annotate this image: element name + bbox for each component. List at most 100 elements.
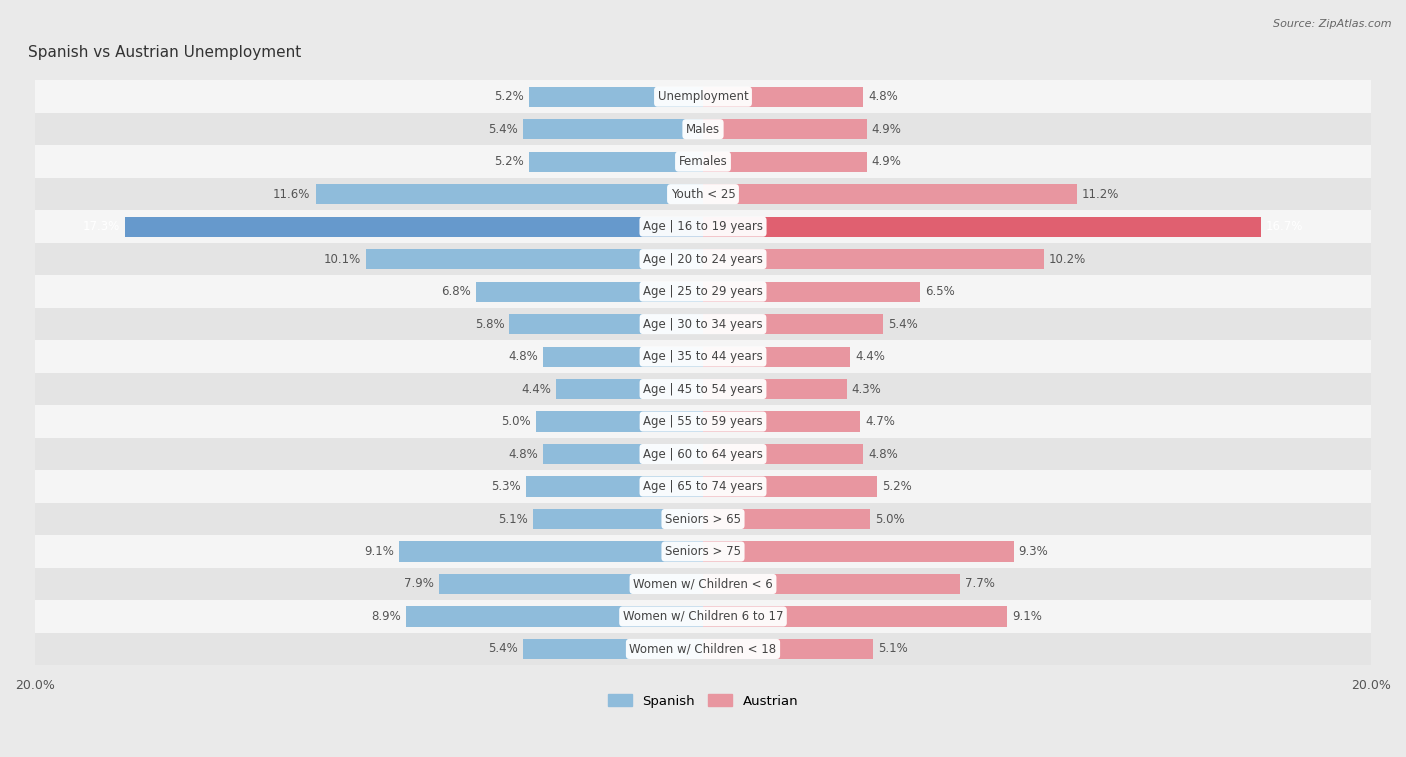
Text: 5.8%: 5.8% [475,318,505,331]
Bar [523,639,703,659]
Bar [703,541,1014,562]
Bar [35,503,1371,535]
Text: 5.2%: 5.2% [882,480,911,493]
Bar [703,249,1043,269]
Text: 10.2%: 10.2% [1049,253,1085,266]
Text: Females: Females [679,155,727,168]
Text: 9.1%: 9.1% [1012,610,1042,623]
Bar [439,574,703,594]
Text: 5.4%: 5.4% [488,643,517,656]
Text: 4.8%: 4.8% [869,90,898,103]
Bar [523,119,703,139]
Bar [529,151,703,172]
Text: 17.3%: 17.3% [83,220,120,233]
Bar [703,86,863,107]
Text: Age | 35 to 44 years: Age | 35 to 44 years [643,350,763,363]
Text: 7.7%: 7.7% [965,578,995,590]
Text: Seniors > 75: Seniors > 75 [665,545,741,558]
Text: 5.0%: 5.0% [502,415,531,428]
Bar [536,412,703,431]
Text: 4.4%: 4.4% [855,350,884,363]
Bar [703,412,860,431]
Bar [35,470,1371,503]
Bar [35,568,1371,600]
Bar [703,444,863,464]
Bar [35,276,1371,308]
Bar [703,119,866,139]
Text: 4.9%: 4.9% [872,155,901,168]
Text: Youth < 25: Youth < 25 [671,188,735,201]
Bar [399,541,703,562]
Bar [35,243,1371,276]
Text: Age | 45 to 54 years: Age | 45 to 54 years [643,382,763,396]
Bar [35,535,1371,568]
Text: 4.7%: 4.7% [865,415,894,428]
Text: Age | 16 to 19 years: Age | 16 to 19 years [643,220,763,233]
Text: 5.3%: 5.3% [491,480,522,493]
Text: 4.3%: 4.3% [852,382,882,396]
Bar [703,379,846,399]
Text: 7.9%: 7.9% [405,578,434,590]
Bar [533,509,703,529]
Text: 9.3%: 9.3% [1019,545,1049,558]
Bar [703,347,851,366]
Text: Age | 30 to 34 years: Age | 30 to 34 years [643,318,763,331]
Text: 6.5%: 6.5% [925,285,955,298]
Legend: Spanish, Austrian: Spanish, Austrian [603,689,803,713]
Bar [509,314,703,334]
Text: 5.2%: 5.2% [495,90,524,103]
Text: 5.0%: 5.0% [875,512,904,525]
Text: 5.2%: 5.2% [495,155,524,168]
Bar [703,151,866,172]
Bar [529,86,703,107]
Bar [35,438,1371,470]
Bar [35,145,1371,178]
Text: 4.9%: 4.9% [872,123,901,136]
Text: Unemployment: Unemployment [658,90,748,103]
Text: Age | 20 to 24 years: Age | 20 to 24 years [643,253,763,266]
Bar [35,405,1371,438]
Bar [543,444,703,464]
Text: 6.8%: 6.8% [441,285,471,298]
Text: Seniors > 65: Seniors > 65 [665,512,741,525]
Bar [125,217,703,237]
Text: 9.1%: 9.1% [364,545,394,558]
Bar [35,633,1371,665]
Bar [555,379,703,399]
Bar [703,639,873,659]
Bar [35,113,1371,145]
Text: Women w/ Children 6 to 17: Women w/ Children 6 to 17 [623,610,783,623]
Bar [35,308,1371,341]
Text: 11.6%: 11.6% [273,188,311,201]
Bar [35,178,1371,210]
Text: Age | 55 to 59 years: Age | 55 to 59 years [643,415,763,428]
Text: 16.7%: 16.7% [1265,220,1303,233]
Text: Age | 65 to 74 years: Age | 65 to 74 years [643,480,763,493]
Bar [703,184,1077,204]
Text: Women w/ Children < 6: Women w/ Children < 6 [633,578,773,590]
Bar [35,341,1371,372]
Bar [703,314,883,334]
Bar [703,606,1007,627]
Bar [703,217,1261,237]
Bar [703,476,877,497]
Text: 5.4%: 5.4% [488,123,517,136]
Text: Age | 25 to 29 years: Age | 25 to 29 years [643,285,763,298]
Bar [315,184,703,204]
Bar [35,600,1371,633]
Text: 4.4%: 4.4% [522,382,551,396]
Bar [35,80,1371,113]
Bar [703,574,960,594]
Text: Women w/ Children < 18: Women w/ Children < 18 [630,643,776,656]
Text: 4.8%: 4.8% [508,447,537,460]
Bar [35,210,1371,243]
Text: 4.8%: 4.8% [869,447,898,460]
Bar [703,509,870,529]
Text: Source: ZipAtlas.com: Source: ZipAtlas.com [1274,19,1392,29]
Bar [35,372,1371,405]
Text: Spanish vs Austrian Unemployment: Spanish vs Austrian Unemployment [28,45,301,61]
Bar [703,282,920,302]
Text: 5.1%: 5.1% [498,512,527,525]
Text: 5.1%: 5.1% [879,643,908,656]
Bar [543,347,703,366]
